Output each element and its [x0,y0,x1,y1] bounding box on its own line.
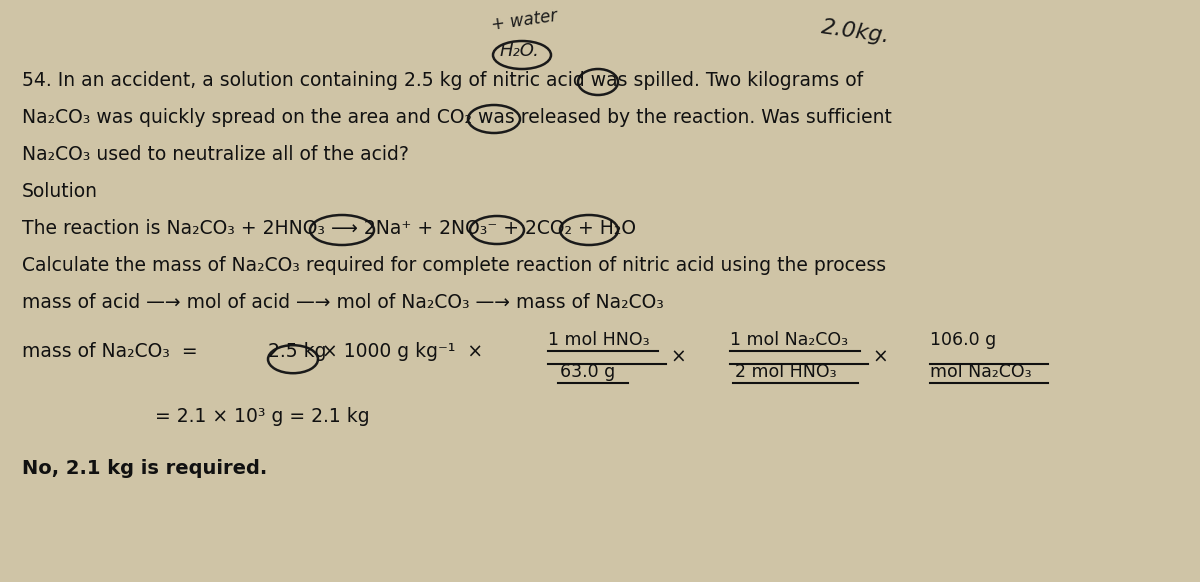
Text: 2.5 kg: 2.5 kg [268,342,326,361]
Text: = 2.1 × 10³ g = 2.1 kg: = 2.1 × 10³ g = 2.1 kg [155,407,370,426]
Text: 2 mol HNO₃: 2 mol HNO₃ [734,363,836,381]
Text: Calculate the mass of Na₂CO₃ required for complete reaction of nitric acid using: Calculate the mass of Na₂CO₃ required fo… [22,256,886,275]
Text: Solution: Solution [22,182,98,201]
Text: 106.0 g: 106.0 g [930,331,996,349]
Text: Na₂CO₃ used to neutralize all of the acid?: Na₂CO₃ used to neutralize all of the aci… [22,145,409,164]
Text: mol Na₂CO₃: mol Na₂CO₃ [930,363,1032,381]
Text: 1 mol HNO₃: 1 mol HNO₃ [548,331,649,349]
Text: ×: × [670,347,685,366]
Text: Na₂CO₃ was quickly spread on the area and CO₂ was released by the reaction. Was : Na₂CO₃ was quickly spread on the area an… [22,108,892,127]
Text: 2.0kg.: 2.0kg. [820,17,892,47]
Text: The reaction is Na₂CO₃ + 2HNO₃ ⟶ 2Na⁺ + 2NO₃⁻ + 2CO₂ + H₂O: The reaction is Na₂CO₃ + 2HNO₃ ⟶ 2Na⁺ + … [22,219,636,238]
Text: × 1000 g kg⁻¹  ×: × 1000 g kg⁻¹ × [322,342,484,361]
Text: 1 mol Na₂CO₃: 1 mol Na₂CO₃ [730,331,848,349]
Text: + water: + water [490,7,558,34]
Text: 54. In an accident, a solution containing 2.5 kg of nitric acid was spilled. Two: 54. In an accident, a solution containin… [22,71,863,90]
Text: H₂O.: H₂O. [500,42,540,60]
Text: ×: × [872,347,888,366]
Text: mass of acid —→ mol of acid —→ mol of Na₂CO₃ —→ mass of Na₂CO₃: mass of acid —→ mol of acid —→ mol of Na… [22,293,664,312]
Text: No, 2.1 kg is required.: No, 2.1 kg is required. [22,459,268,478]
Text: mass of Na₂CO₃  =: mass of Na₂CO₃ = [22,342,210,361]
Text: 63.0 g: 63.0 g [560,363,616,381]
